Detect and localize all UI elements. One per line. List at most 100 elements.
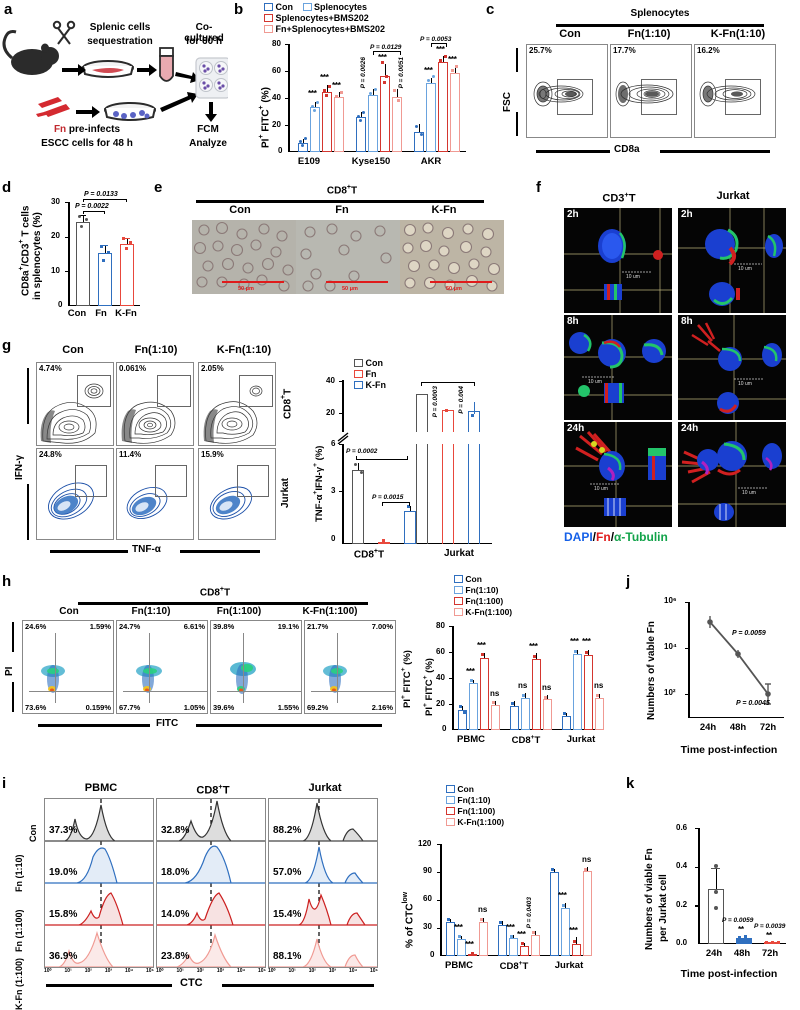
y-axis [440, 844, 442, 956]
flow-g-con-cd8t: 4.74% [36, 362, 114, 446]
datapoint [80, 225, 83, 228]
quad-vline [55, 633, 56, 703]
panel-i: i PBMC CD8+T Jurkat Con Fn (1:10) Fn (1:… [0, 770, 620, 1010]
hist-pct: 19.0% [49, 867, 78, 878]
panel-a-fcm-label: FCM [197, 124, 219, 135]
errorbar-cap [101, 244, 108, 246]
y-axis [688, 602, 690, 718]
ytick-20: 20 [272, 120, 281, 129]
errorbar [588, 650, 590, 656]
bar-k-24h [708, 889, 724, 944]
sig: *** [558, 890, 567, 900]
panel-j-xlabel: Time post-infection [680, 744, 778, 756]
panel-e-header-rule [196, 200, 484, 203]
tickmark [65, 236, 68, 238]
gate-pct: 0.061% [119, 364, 147, 373]
bar-i-jurkat-con [550, 871, 559, 956]
datapoint [78, 215, 81, 218]
panel-e-col-con: Con [229, 204, 251, 216]
tickmark [685, 694, 688, 696]
errorbar [442, 56, 444, 63]
panel-h-cat-cd8t: CD8+T [511, 734, 541, 747]
q-ur: 1.59% [89, 622, 111, 631]
panel-i-row-kfn100: K-Fn (1:100) [14, 957, 24, 1010]
legend-label-fn100: Fn(1:100) [457, 806, 496, 816]
bar-jurkat-kfn100 [595, 697, 604, 730]
panel-c-xlabel: CD8a [614, 144, 640, 155]
x-axis-rule-left [536, 150, 610, 153]
q-ul: 24.6% [25, 622, 47, 631]
q-lr: 0.159% [85, 703, 111, 712]
bracket-akr [431, 43, 447, 47]
legend-label-fn-splen-bms: Fn+Splenocytes+BMS202 [275, 24, 386, 34]
gate-pct-con: 25.7% [529, 46, 552, 55]
bar-akr-fnbms [450, 73, 460, 152]
datapoint [427, 79, 430, 82]
bracket-d-1 [83, 210, 105, 214]
panel-d-cat-kfn: K-Fn [115, 308, 137, 319]
panel-a-splenic-label: Splenic cells [89, 22, 151, 33]
datapoint [100, 245, 103, 248]
q-ul: 21.7% [307, 622, 329, 631]
panel-j-plot: 10⁶ 10⁴ 10² P = 0.0059 P = 0.0045 [664, 596, 784, 718]
xtick: 10⁴ [237, 968, 246, 974]
xtick: 10² [308, 968, 316, 974]
legend-swatch-splenocytes [302, 3, 312, 11]
gate-pct: 15.9% [201, 450, 224, 459]
panel-i-chart-ylabel: % of CTClow [402, 891, 416, 948]
panel-e-label: e [154, 179, 163, 196]
datapoint [304, 137, 307, 140]
datapoint [301, 144, 304, 147]
datapoint [471, 952, 474, 955]
errorbar [566, 712, 568, 716]
datapoint [432, 75, 435, 78]
pval-d-1: P = 0.0022 [75, 203, 109, 210]
panel-e-col-kfn: K-Fn [431, 204, 457, 216]
panel-i-chart-legend: Con Fn(1:10) Fn(1:100) K-Fn(1:100) [446, 784, 504, 828]
ytick-20: 20 [436, 699, 445, 708]
bar-fn [98, 252, 112, 306]
errorbar [461, 935, 463, 939]
panel-i-col-cd8t: CD8+T [196, 782, 230, 797]
q-lr: 2.16% [371, 703, 393, 712]
panel-i-row-con: Con [28, 824, 38, 843]
tickmark [437, 928, 440, 930]
xtick: 10⁰ [44, 968, 52, 974]
ytick-04: 0.4 [676, 861, 688, 870]
datapoint [415, 125, 418, 128]
panel-j-label: j [626, 573, 631, 590]
pval-g-4: P = 0.004 [458, 386, 465, 414]
legend-label-fn: Fn [365, 369, 377, 379]
xtick: 10¹ [64, 968, 72, 974]
scalebar-label: 10 um [588, 379, 602, 385]
quad-vline [149, 633, 150, 703]
x-rule-left [46, 984, 172, 987]
datapoint [714, 906, 718, 910]
bracket-g-1 [356, 456, 408, 460]
datapoint [445, 409, 448, 412]
tickmark [437, 900, 440, 902]
datapoint [360, 471, 363, 474]
x-rule-right [180, 550, 260, 553]
q-ur: 19.1% [277, 622, 299, 631]
datapoint [439, 59, 442, 62]
q-ll: 39.6% [213, 703, 235, 712]
scalebar-label: 10 um [738, 266, 752, 272]
panel-d: d CD8a+/CD3+ T cells in splenocytes (%) … [0, 178, 150, 330]
ytick-0: 0 [430, 950, 435, 959]
datapoint [480, 918, 483, 921]
scalebar-label: 10 um [626, 274, 640, 280]
bar-kfn [120, 243, 134, 306]
datapoint [470, 679, 473, 682]
legend-tubulin: α-Tubulin [614, 530, 668, 544]
scalebar-label: 50 μm [238, 286, 254, 292]
datapoint [316, 101, 319, 104]
panel-h-ylabel: PI [4, 666, 15, 676]
flow-h-kfn100: 21.7% 7.00% 69.2% 2.16% [304, 620, 396, 714]
panel-g-col-con: Con [62, 344, 84, 356]
panel-j-x-48h: 48h [729, 722, 747, 733]
panel-g-cat-cd8t: CD8+T [353, 548, 385, 561]
y-axis [698, 828, 700, 944]
hist-pct: 15.8% [49, 909, 78, 920]
confocal-jurkat-8h: 8h 10 um [678, 315, 786, 420]
